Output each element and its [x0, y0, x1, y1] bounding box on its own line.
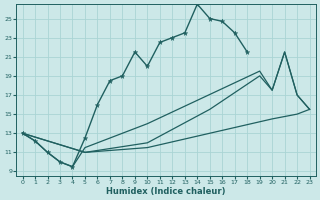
X-axis label: Humidex (Indice chaleur): Humidex (Indice chaleur) [106, 187, 226, 196]
